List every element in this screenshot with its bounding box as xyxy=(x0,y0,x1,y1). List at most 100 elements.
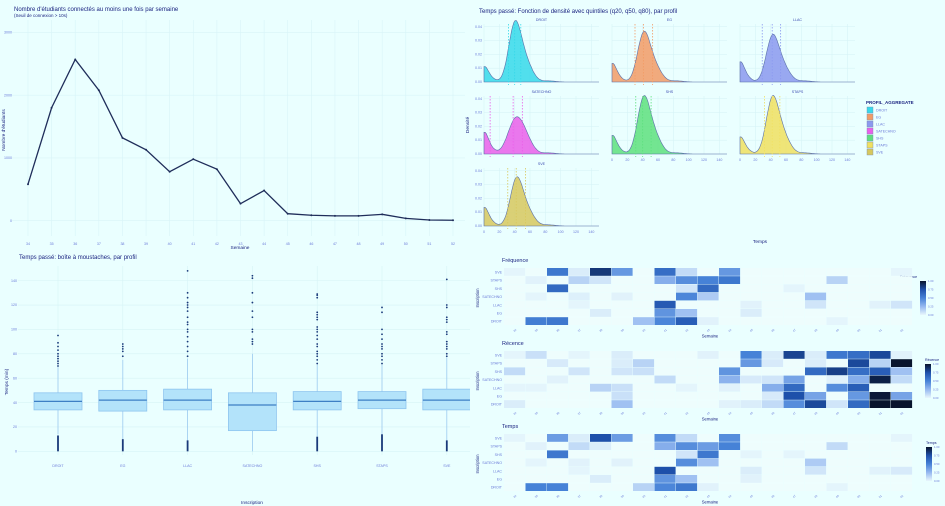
data-point xyxy=(381,213,384,216)
outlier xyxy=(186,306,189,309)
heatmap-cell xyxy=(869,367,891,376)
heatmap-cell xyxy=(633,276,655,284)
outlier xyxy=(316,318,319,321)
heatmap-cell xyxy=(654,284,676,293)
heatmap-cell xyxy=(590,466,612,475)
heatmap-cell xyxy=(633,483,655,491)
heatmap-cell xyxy=(805,400,827,408)
heatmap-xlabel: Semaine xyxy=(702,416,719,421)
heatmap-cell xyxy=(848,351,870,359)
row-label: EG xyxy=(497,478,502,482)
heatmap-cell xyxy=(547,375,569,384)
heatmap-cell xyxy=(805,351,827,359)
row-label: STAPS xyxy=(490,362,502,366)
outlier xyxy=(121,355,124,358)
heatmap-cell xyxy=(869,351,891,359)
heatmap-cell xyxy=(676,351,698,359)
heatmap-cell xyxy=(676,276,698,284)
heatmap-cell xyxy=(740,284,762,293)
x-tick: SHS xyxy=(314,464,322,468)
heatmap-cell xyxy=(869,466,891,475)
heatmap-cell xyxy=(504,383,526,392)
heatmap-cell xyxy=(719,375,741,384)
heatmap-cell xyxy=(762,309,784,317)
x-tick: 51 xyxy=(878,411,883,416)
heatmap-cell xyxy=(762,483,784,491)
outlier xyxy=(251,343,254,345)
x-tick: LLAC xyxy=(183,464,192,468)
heatmap-cell xyxy=(547,434,569,442)
data-point xyxy=(404,217,407,220)
heatmap-cell xyxy=(740,359,762,367)
line-chart-xlabel: Semaine xyxy=(231,245,250,251)
heatmap-cell xyxy=(783,309,805,317)
heatmap-cell xyxy=(762,375,784,384)
svg-text:100: 100 xyxy=(814,158,820,162)
heatmap-cell xyxy=(590,458,612,467)
density-facet-droit: DROIT 0.00 0.01 0.02 0.03 0.04 xyxy=(475,18,599,85)
heatmap-cell xyxy=(891,317,913,325)
outlier xyxy=(381,358,383,361)
outlier xyxy=(381,328,383,331)
svg-text:0.00: 0.00 xyxy=(934,479,940,483)
density-chart-title: Temps passé: Fonction de densité avec qu… xyxy=(479,9,677,15)
outlier xyxy=(316,293,319,295)
svg-text:0.75: 0.75 xyxy=(928,288,934,292)
outlier xyxy=(316,362,319,365)
heatmap-cell xyxy=(697,392,719,400)
facet-label: SVE xyxy=(538,162,546,166)
outlier xyxy=(445,330,448,333)
heatmap-cell xyxy=(504,300,526,309)
heatmap-temps: Temps Temps SVE STAPS SHS SATECHNO LLAC EG DRO… xyxy=(475,424,940,504)
heatmap-cell xyxy=(568,309,590,317)
heatmap-cell xyxy=(590,317,612,325)
outlier xyxy=(121,343,124,345)
heatmap-cell xyxy=(719,450,741,459)
heatmap-cell xyxy=(783,475,805,483)
x-tick: 42 xyxy=(684,328,689,333)
heatmap-cell xyxy=(891,300,913,309)
heatmap-cell xyxy=(697,317,719,325)
heatmap-cell xyxy=(805,284,827,293)
heatmap-cell xyxy=(891,466,913,475)
heatmap-cell xyxy=(676,450,698,459)
heatmap-cell xyxy=(891,383,913,392)
heatmap-cell xyxy=(783,383,805,392)
outlier xyxy=(381,362,383,365)
heatmap-cell xyxy=(869,400,891,408)
heatmap-cell xyxy=(504,276,526,284)
heatmap-cell xyxy=(504,466,526,475)
outlier xyxy=(251,274,254,277)
heatmap-cell xyxy=(676,458,698,467)
x-tick: 37 xyxy=(97,242,101,246)
heatmap-cell xyxy=(740,392,762,400)
heatmap-cell xyxy=(611,483,633,491)
x-tick: 44 xyxy=(727,411,732,416)
line-chart-panel: Nombre d'étudiants connectés au moins un… xyxy=(0,0,470,252)
heatmap-cell xyxy=(848,268,870,276)
x-tick: 47 xyxy=(792,494,797,499)
outlier xyxy=(251,291,254,294)
heatmap-cell xyxy=(654,367,676,376)
outlier xyxy=(445,355,448,358)
heatmap-cell xyxy=(504,351,526,359)
heatmap-cell xyxy=(611,300,633,309)
x-tick: 51 xyxy=(427,242,431,246)
heatmap-cell xyxy=(654,466,676,475)
outlier xyxy=(251,340,254,343)
heatmap-cell xyxy=(525,400,547,408)
heatmap-cell xyxy=(869,375,891,384)
heatmap-cell xyxy=(633,359,655,367)
svg-text:0.50: 0.50 xyxy=(933,379,939,383)
outlier xyxy=(186,310,189,313)
outlier xyxy=(251,301,254,304)
x-tick: 48 xyxy=(813,328,818,333)
x-tick: 40 xyxy=(641,494,646,499)
heatmap-cell xyxy=(697,276,719,284)
line-chart-ylabel: Nombre d'étudiants xyxy=(1,109,7,151)
svg-text:20: 20 xyxy=(753,158,757,162)
outlier xyxy=(57,341,59,344)
heatmap-cell xyxy=(869,450,891,459)
outlier xyxy=(381,311,383,314)
svg-text:0.04: 0.04 xyxy=(475,25,482,29)
